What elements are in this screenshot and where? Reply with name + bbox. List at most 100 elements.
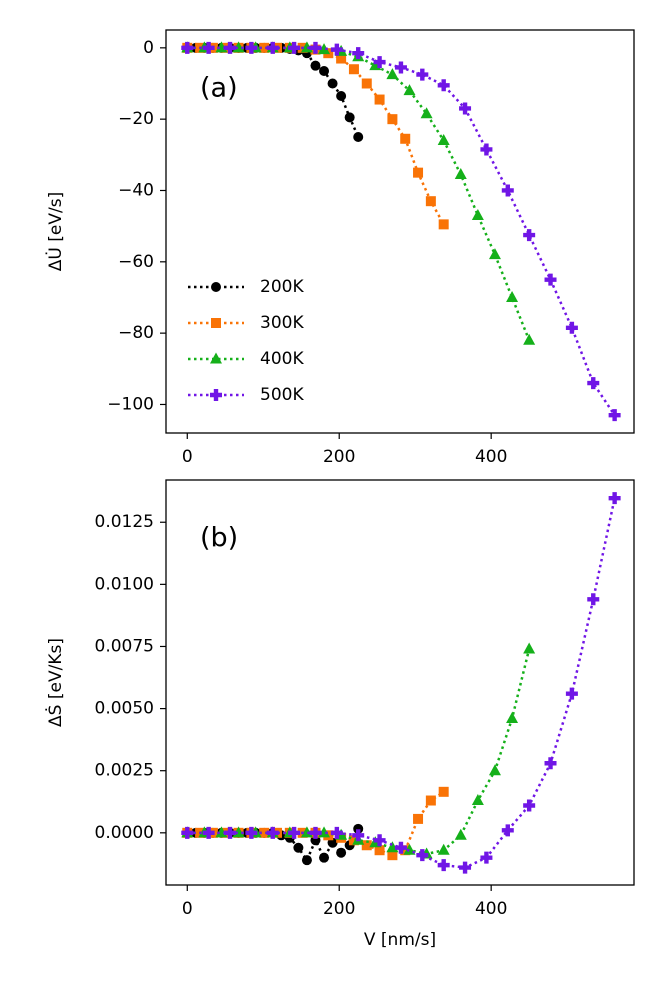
marker [374,845,385,856]
y-axis-label: ΔU̇ [eV/s] [45,192,66,271]
marker [245,41,258,54]
marker [319,852,330,863]
marker [266,826,279,839]
marker [403,843,416,855]
marker [501,184,514,197]
marker [361,840,372,851]
marker [210,389,222,401]
marker [327,78,338,89]
marker [224,41,237,54]
x-tick-label: 0 [182,447,193,467]
y-tick-label: 0.0000 [95,823,154,843]
marker [202,826,215,839]
marker [523,642,536,654]
marker [211,318,221,328]
marker [587,593,600,606]
marker [344,112,355,123]
marker [506,712,519,724]
marker [352,829,365,842]
marker [202,41,215,54]
marker [330,43,343,56]
marker [224,826,237,839]
series-line [187,46,531,341]
axes-frame [165,29,635,434]
marker [471,794,484,806]
marker [336,847,347,858]
marker [459,102,472,115]
marker [420,107,433,119]
axes-frame [165,479,635,886]
marker [394,61,407,74]
marker [309,826,322,839]
marker [587,377,600,390]
marker [387,850,398,861]
panel-label: (a) [200,73,238,104]
marker [523,229,536,242]
y-tick-label: −100 [107,394,154,414]
x-tick-label: 400 [475,899,507,919]
y-axis-label: ΔṠ [eV/Ks] [44,638,66,727]
marker [454,167,467,179]
marker [394,841,407,854]
marker [454,828,467,840]
marker [565,321,578,334]
x-tick-label: 200 [323,899,355,919]
marker [425,196,436,207]
marker [181,826,194,839]
series-line [187,648,531,856]
y-tick-label: −20 [118,109,154,129]
marker [523,799,536,812]
legend-label: 300K [260,313,304,333]
legend-label: 200K [260,277,304,297]
marker [348,835,359,846]
marker [608,409,621,422]
marker [416,68,429,81]
marker [318,43,331,55]
marker [506,290,519,302]
series-line [187,46,616,416]
marker [373,834,386,847]
marker [386,68,399,80]
marker [348,64,359,75]
marker [374,94,385,105]
marker [259,42,270,53]
marker [544,757,557,770]
marker [480,851,493,864]
legend-label: 500K [260,385,304,405]
marker [523,333,536,345]
marker [471,208,484,220]
marker [480,143,493,156]
marker [373,56,386,69]
marker [403,84,416,96]
y-tick-label: −60 [118,252,154,272]
marker [400,133,411,144]
marker [437,134,450,146]
marker [259,827,270,838]
marker [211,282,221,292]
marker [336,90,347,101]
series-line [187,497,616,869]
y-tick-label: −40 [118,180,154,200]
marker [288,826,301,839]
marker [437,859,450,872]
panel-label: (b) [200,523,238,554]
marker [309,41,322,54]
marker [413,167,424,178]
marker [608,492,621,505]
marker [387,114,398,125]
x-tick-label: 0 [182,899,193,919]
marker [330,826,343,839]
marker [353,823,364,834]
marker [336,53,347,64]
marker [459,861,472,874]
y-tick-label: −80 [118,323,154,343]
marker [293,842,304,853]
y-tick-label: 0 [143,38,154,58]
marker [310,60,321,71]
marker [210,352,222,364]
marker [425,795,436,806]
marker [488,248,501,260]
marker [266,41,279,54]
y-tick-label: 0.0075 [95,636,154,656]
y-tick-label: 0.0125 [95,512,154,532]
